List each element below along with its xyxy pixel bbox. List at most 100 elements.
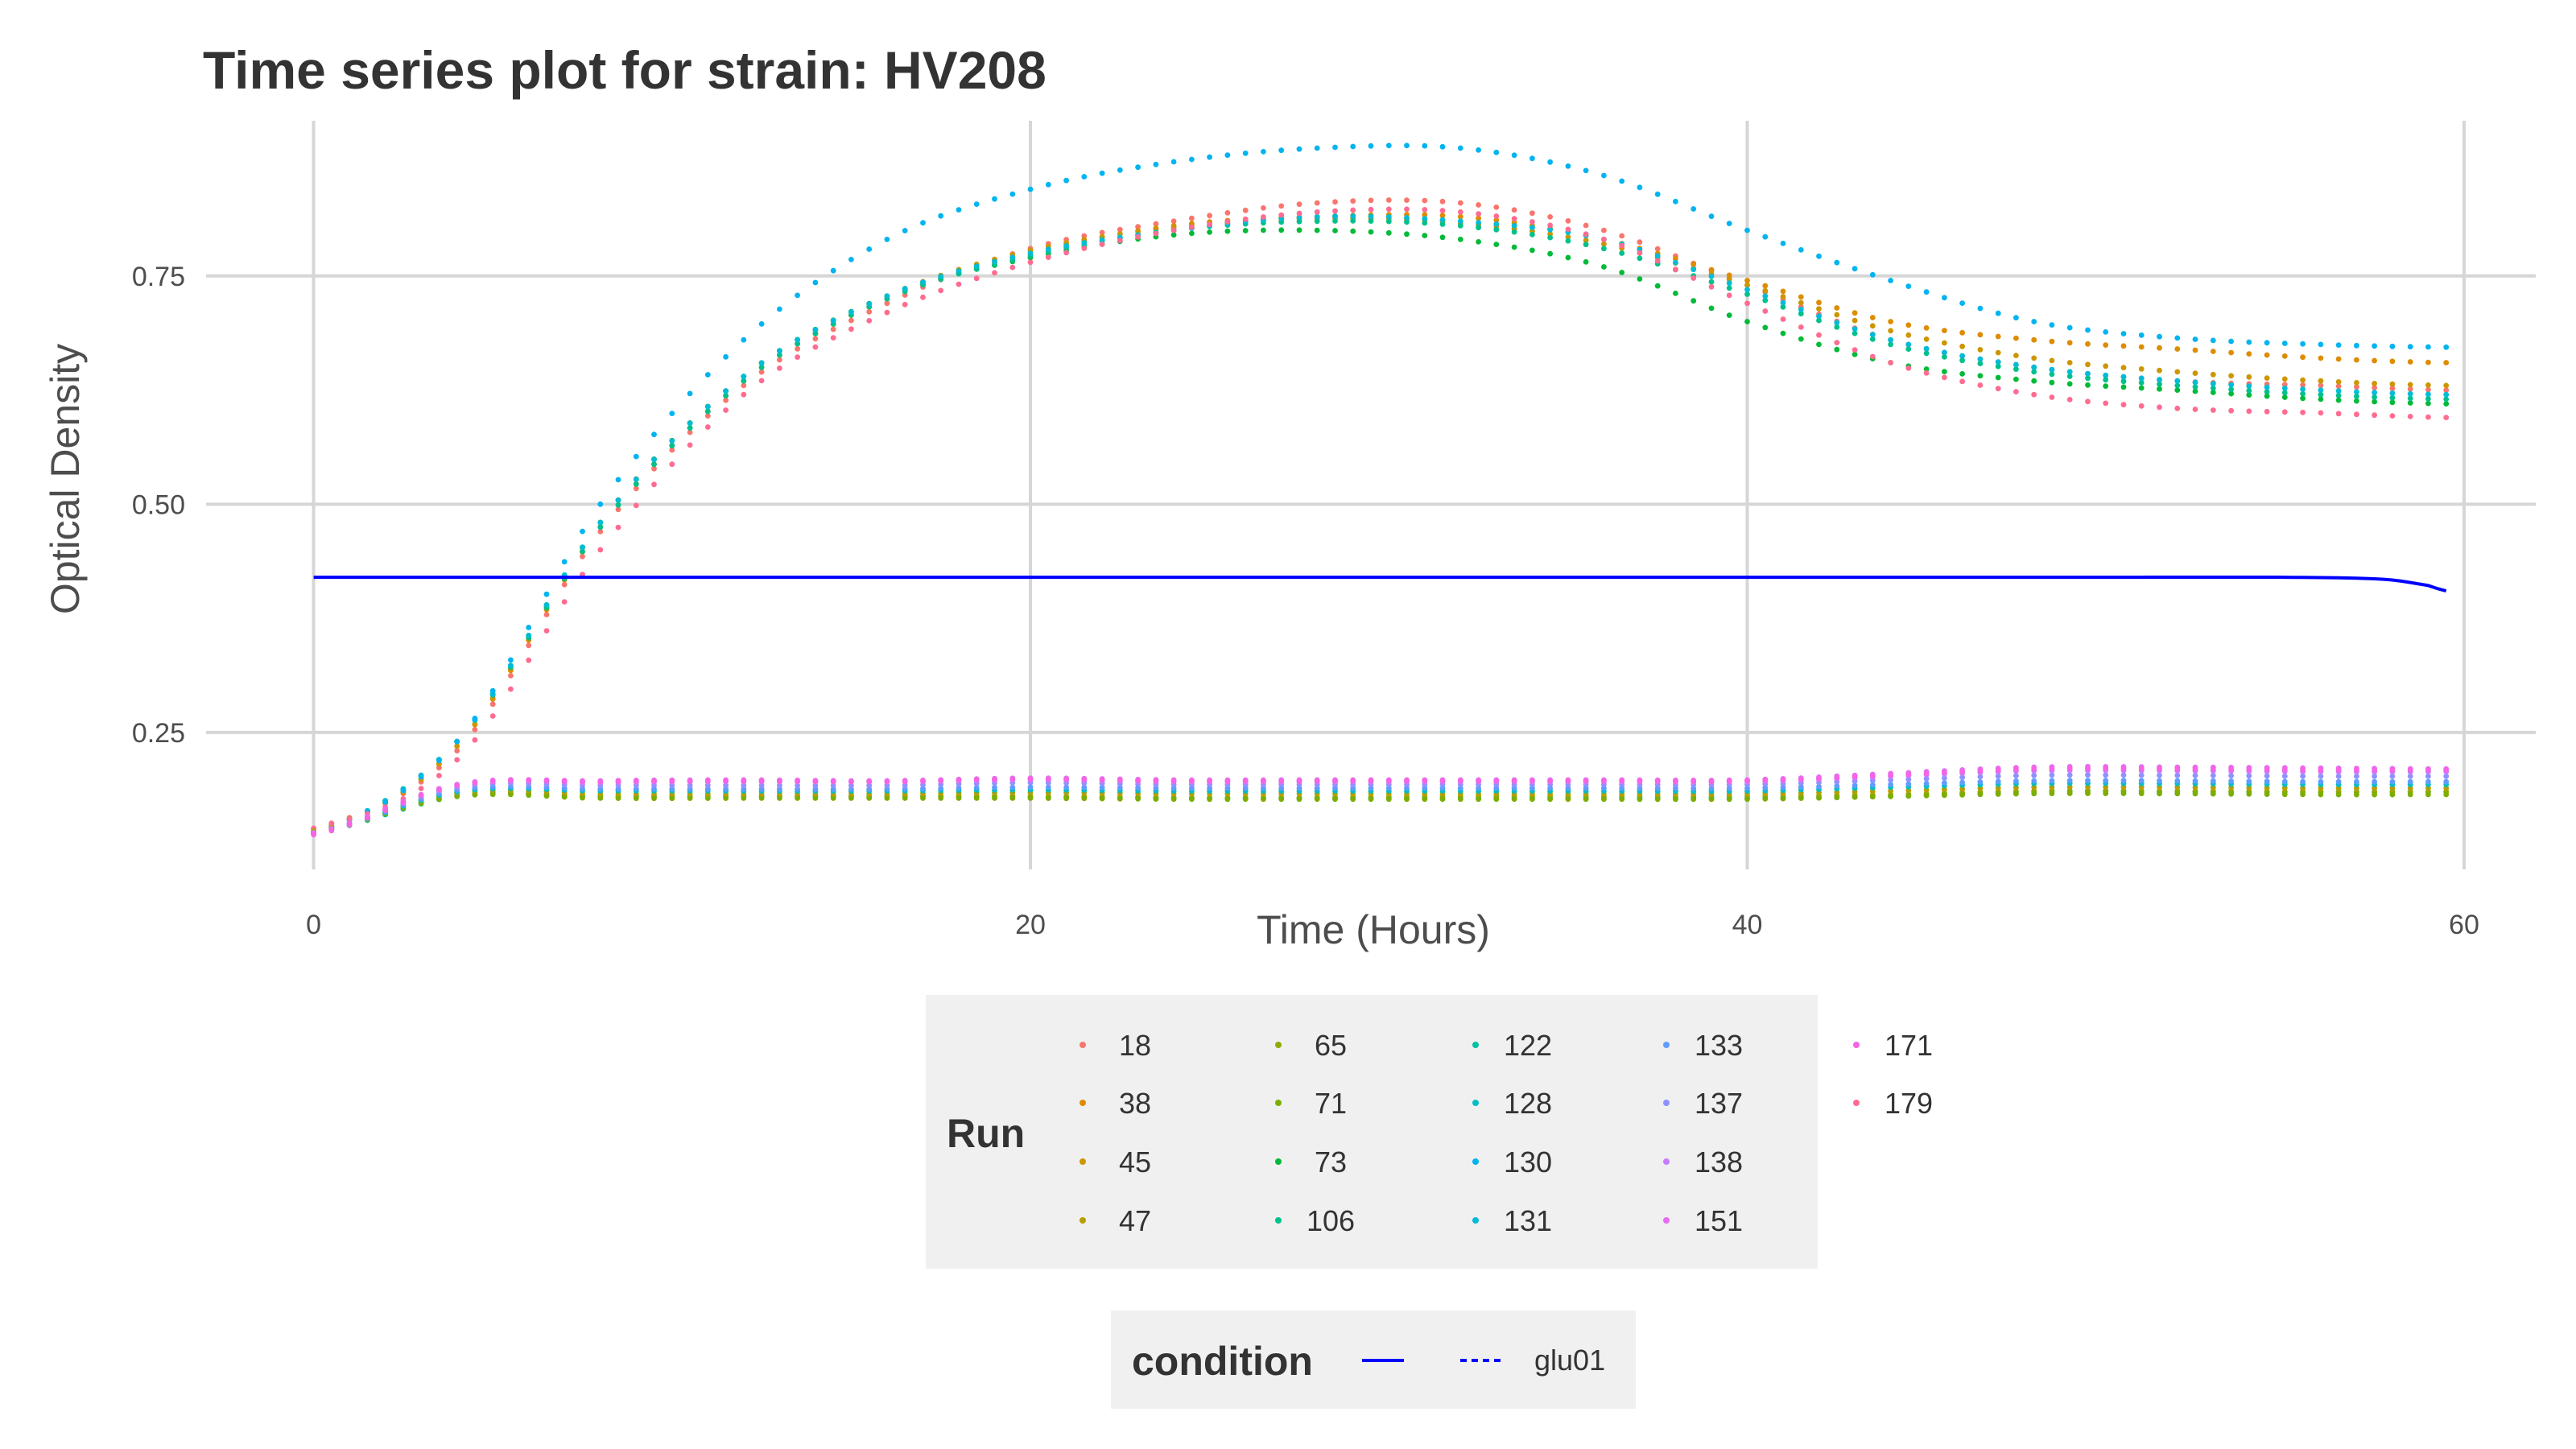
data-point [1654,191,1661,197]
data-point [1314,227,1320,233]
data-point [2085,398,2091,405]
data-point [1099,237,1105,243]
data-point [1995,359,2001,365]
data-point [2246,766,2252,773]
data-point [1547,226,1553,233]
data-point [2157,778,2162,784]
data-point [2300,773,2306,779]
data-point [2372,357,2378,364]
data-point [1995,374,2001,381]
data-point [795,795,800,801]
data-point [1905,365,1912,371]
data-point [2425,386,2431,393]
legend-key-38 [1080,1100,1086,1106]
data-point [1601,264,1607,270]
data-point [2354,774,2359,779]
data-point [2066,369,2073,375]
data-point [526,642,532,649]
data-point [489,713,496,719]
data-point [1619,778,1625,784]
data-point [1888,782,1894,787]
data-point [1081,784,1088,791]
data-point [741,336,747,343]
data-point [2443,344,2450,350]
data-point [1977,332,1984,338]
data-point [1888,772,1894,778]
data-point [992,258,997,265]
data-point [2335,397,2342,403]
series-130 [311,142,2450,836]
data-point [687,795,693,801]
data-point [2228,390,2235,397]
data-point [669,461,675,468]
data-point [2264,778,2270,785]
data-point [2264,791,2270,797]
data-point [2192,370,2198,376]
data-point [2407,390,2413,397]
data-point [1530,247,1535,254]
data-point [2354,384,2359,390]
data-point [1888,328,1894,334]
data-point [1530,219,1535,225]
data-point [2335,342,2342,348]
data-point [2066,374,2073,379]
data-point [2157,386,2162,392]
data-point [1314,213,1320,220]
data-point [615,778,621,785]
data-point [543,591,550,597]
data-point [1923,792,1930,799]
data-point [1601,796,1607,803]
data-point [597,501,604,507]
data-point [1493,213,1500,219]
data-point [884,309,890,316]
data-point [2443,773,2450,779]
data-point [1368,796,1374,803]
data-point [2425,396,2431,402]
data-point [1816,775,1822,782]
data-point [1493,221,1500,227]
data-point [2372,381,2378,386]
data-point [1744,278,1750,283]
data-point [1296,227,1302,233]
data-point [2407,774,2413,779]
data-point [2443,387,2450,393]
data-point [1063,776,1069,782]
data-point [2389,343,2396,349]
data-point [2228,382,2235,388]
data-point [1350,778,1356,784]
data-point [1350,143,1356,150]
data-point [848,257,854,262]
data-point [2138,380,2145,386]
data-point [1511,152,1517,159]
data-point [2103,383,2109,389]
data-point [2210,390,2216,395]
legend-label-18: 18 [1119,1029,1151,1062]
data-point [1547,214,1553,220]
data-point [1439,234,1446,241]
data-point [2066,360,2073,365]
data-point [2192,384,2198,390]
data-point [651,795,657,802]
data-point [1798,307,1804,312]
data-point [704,795,711,801]
data-point [1493,796,1500,803]
data-point [2281,385,2288,391]
data-point [1637,239,1643,246]
data-point [2066,324,2073,331]
data-point [1923,325,1930,331]
data-point [580,795,585,801]
data-point [311,832,316,838]
data-point [633,485,639,492]
x-tick-label: 40 [1732,910,1763,940]
data-point [2085,766,2091,771]
legend-label-73: 73 [1315,1146,1347,1179]
legend-key-65 [1275,1042,1282,1048]
legend-key-137 [1663,1100,1670,1106]
data-point [1601,172,1607,179]
data-point [830,782,836,789]
data-point [830,778,836,785]
data-point [920,294,926,300]
data-point [651,431,657,438]
data-point [1583,237,1589,243]
data-point [2354,411,2359,418]
